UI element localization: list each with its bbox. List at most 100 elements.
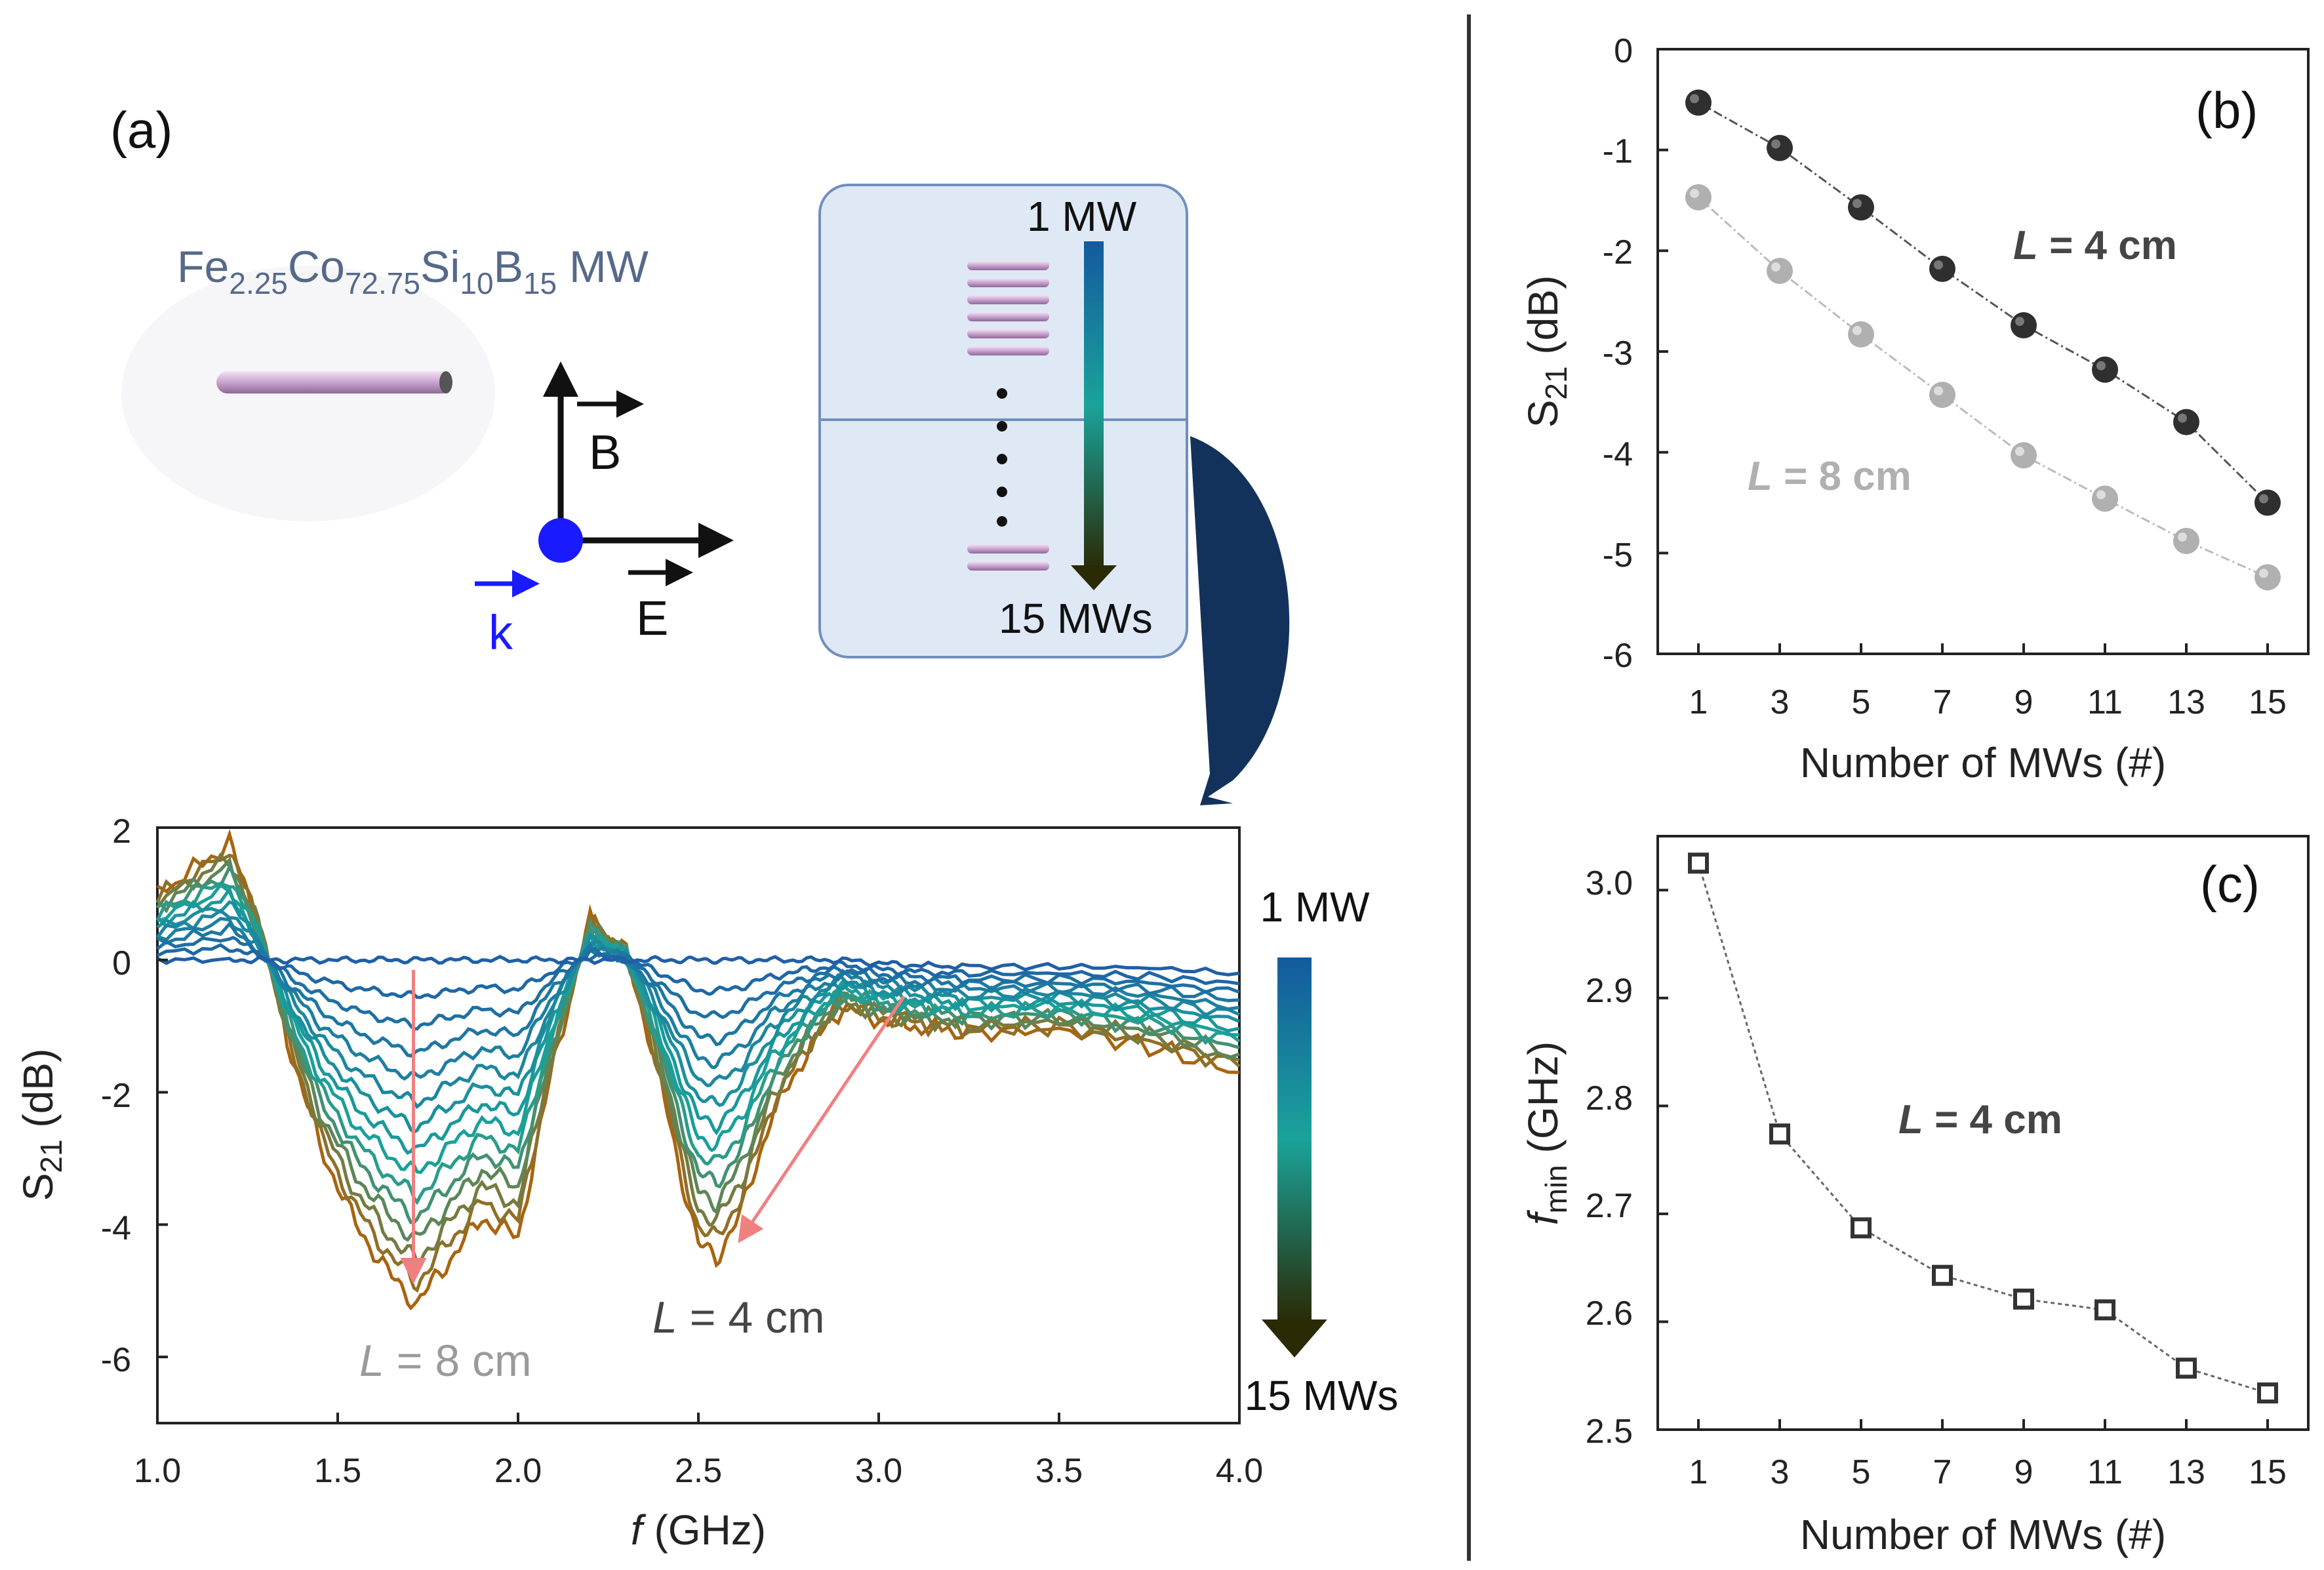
b-xtick-label: 11 <box>2087 683 2123 721</box>
b-xtick-label: 13 <box>2167 683 2205 721</box>
b-xtick-label: 5 <box>1852 683 1871 721</box>
spectrum-ytick-label: 0 <box>112 944 131 982</box>
b-data-point <box>1767 134 1793 161</box>
panel-c-frame <box>1656 835 2310 1431</box>
b-xtick-label: 15 <box>2249 683 2287 721</box>
b-ytick-label: -1 <box>1603 132 1633 171</box>
c-ytick-label: 2.8 <box>1586 1079 1633 1117</box>
b-data-point-highlight <box>1853 199 1862 209</box>
b-data-point <box>2254 564 2281 591</box>
panel-c-ticks <box>1658 889 2269 1431</box>
b-data-point <box>2011 442 2037 469</box>
c-xtick-label: 13 <box>2167 1453 2205 1491</box>
c-xtick-label: 3 <box>1771 1453 1790 1491</box>
panel-b-label: (b) <box>2195 81 2258 139</box>
b-data-point-highlight <box>1853 325 1862 335</box>
c-xtick-label: 1 <box>1689 1453 1708 1491</box>
b-data-point <box>2173 527 2199 554</box>
panel-c-x-tick-labels: 1 3 5 7 9 11 13 15 <box>1689 1453 2287 1491</box>
b-xtick-label: 1 <box>1689 683 1708 721</box>
panel-a-label: (a) <box>110 101 172 159</box>
spectrum-series-line <box>156 828 1240 1311</box>
spectrum-series-line <box>156 935 1240 1031</box>
spectrum-xlabel: f (GHz) <box>631 1506 766 1554</box>
panel-a: (a) Fe2.25Co72.75Si10B15 MW B E k 1 MW 1… <box>110 101 1290 805</box>
c-data-point <box>2176 1358 2197 1379</box>
panel-b-y-tick-labels: 0 -1 -2 -3 -4 -5 -6 <box>1603 32 1633 675</box>
box-bottom-label: 15 MWs <box>999 595 1153 642</box>
b-data-point-highlight <box>1771 262 1780 272</box>
c-data-point <box>2257 1382 2278 1404</box>
spectrum-series-line <box>156 856 1240 1242</box>
c-xtick-label: 9 <box>2014 1453 2034 1491</box>
b-data-point-highlight <box>2015 317 2024 327</box>
b-data-point-highlight <box>2259 569 2268 578</box>
c-xtick-label: 11 <box>2087 1453 2123 1491</box>
panel-b-series-group <box>1685 89 2281 591</box>
annotation-L8: L = 8 cm <box>359 1336 532 1386</box>
annotation-L4: L = 4 cm <box>652 1293 825 1342</box>
b-label: B <box>589 425 621 479</box>
gradient-arrow-icon <box>1071 241 1117 590</box>
b-data-point <box>2173 409 2199 435</box>
box-top-label: 1 MW <box>1027 193 1137 240</box>
b-ytick-label: -5 <box>1603 536 1633 574</box>
b-data-point <box>2011 312 2037 339</box>
b-data-point-highlight <box>1934 386 1943 396</box>
panel-b-x-tick-labels: 1 3 5 7 9 11 13 15 <box>1689 683 2287 721</box>
b-ytick-label: -3 <box>1603 334 1633 372</box>
b-data-point <box>1929 382 1955 409</box>
c-ytick-label: 3.0 <box>1586 864 1633 902</box>
panel-b-ticks <box>1658 48 2269 655</box>
panel-b-ylabel: S21 (dB) <box>1519 275 1573 428</box>
c-xtick-label: 15 <box>2249 1453 2287 1491</box>
b-data-point <box>2254 489 2281 516</box>
b-data-point <box>2092 356 2118 383</box>
panel-b-xlabel: Number of MWs (#) <box>1800 739 2166 786</box>
b-data-point-highlight <box>1771 139 1780 149</box>
panel-c-label: (c) <box>2200 855 2260 913</box>
c-data-point <box>1688 853 1709 874</box>
panel-c-ylabel: fmin (GHz) <box>1519 1041 1573 1225</box>
spectrum-ylabel: S21 (dB) <box>14 1049 68 1201</box>
spectrum-series-line <box>157 917 1240 1081</box>
legend-L8: L = 8 cm <box>1748 454 1912 499</box>
spectrum-series-line <box>155 853 1241 1293</box>
c-data-point <box>1769 1123 1790 1145</box>
legend-L4: L = 4 cm <box>2013 223 2177 268</box>
formula: Fe2.25Co72.75Si10B15 MW <box>177 242 649 300</box>
spectrum-xtick-label: 2.0 <box>494 1452 542 1490</box>
legend-gradient-arrow-icon <box>1262 957 1327 1358</box>
spectrum-x-tick-labels: 1.0 1.5 2.0 2.5 3.0 3.5 4.0 <box>134 1452 1263 1490</box>
stacked-wires-icon <box>967 261 1049 571</box>
spectrum-ytick-label: -6 <box>101 1341 131 1379</box>
annotation-c-L4: L = 4 cm <box>1898 1097 2062 1142</box>
b-ytick-label: -6 <box>1603 637 1633 675</box>
spectrum-ytick-label: 2 <box>112 813 131 851</box>
panel-b: (b) 0 -1 -2 -3 -4 -5 -6 1 3 5 7 9 11 13 … <box>1519 32 2310 786</box>
spectrum-xtick-label: 3.5 <box>1035 1452 1083 1490</box>
c-data-point <box>2094 1299 2115 1321</box>
panel-c-xlabel: Number of MWs (#) <box>1800 1511 2166 1558</box>
b-series-line <box>1698 102 2269 504</box>
b-data-point <box>2092 485 2118 512</box>
panel-c: (c) 3.0 2.9 2.8 2.7 2.6 2.5 1 3 5 7 9 11… <box>1519 835 2310 1558</box>
c-series-line <box>1697 862 2268 1394</box>
b-ytick-label: -2 <box>1603 233 1633 272</box>
b-data-point-highlight <box>2096 361 2106 371</box>
spectrum-ytick-label: -4 <box>101 1209 131 1247</box>
mw-array-box: 1 MW 15 MWs <box>818 184 1188 658</box>
spectrum-y-tick-labels: 2 0 -2 -4 -6 <box>101 813 131 1379</box>
b-data-point <box>1848 321 1874 348</box>
trend-arrow <box>738 995 906 1243</box>
b-series-line <box>1697 196 2268 578</box>
spectrum-series-group <box>155 828 1241 1311</box>
c-xtick-label: 5 <box>1852 1453 1871 1491</box>
b-xtick-label: 7 <box>1933 683 1952 721</box>
spectrum-xtick-label: 1.0 <box>134 1452 181 1490</box>
microwire-icon <box>216 371 452 393</box>
c-data-point <box>2013 1288 2034 1310</box>
b-data-point <box>1848 194 1874 221</box>
b-data-point <box>1929 255 1955 282</box>
